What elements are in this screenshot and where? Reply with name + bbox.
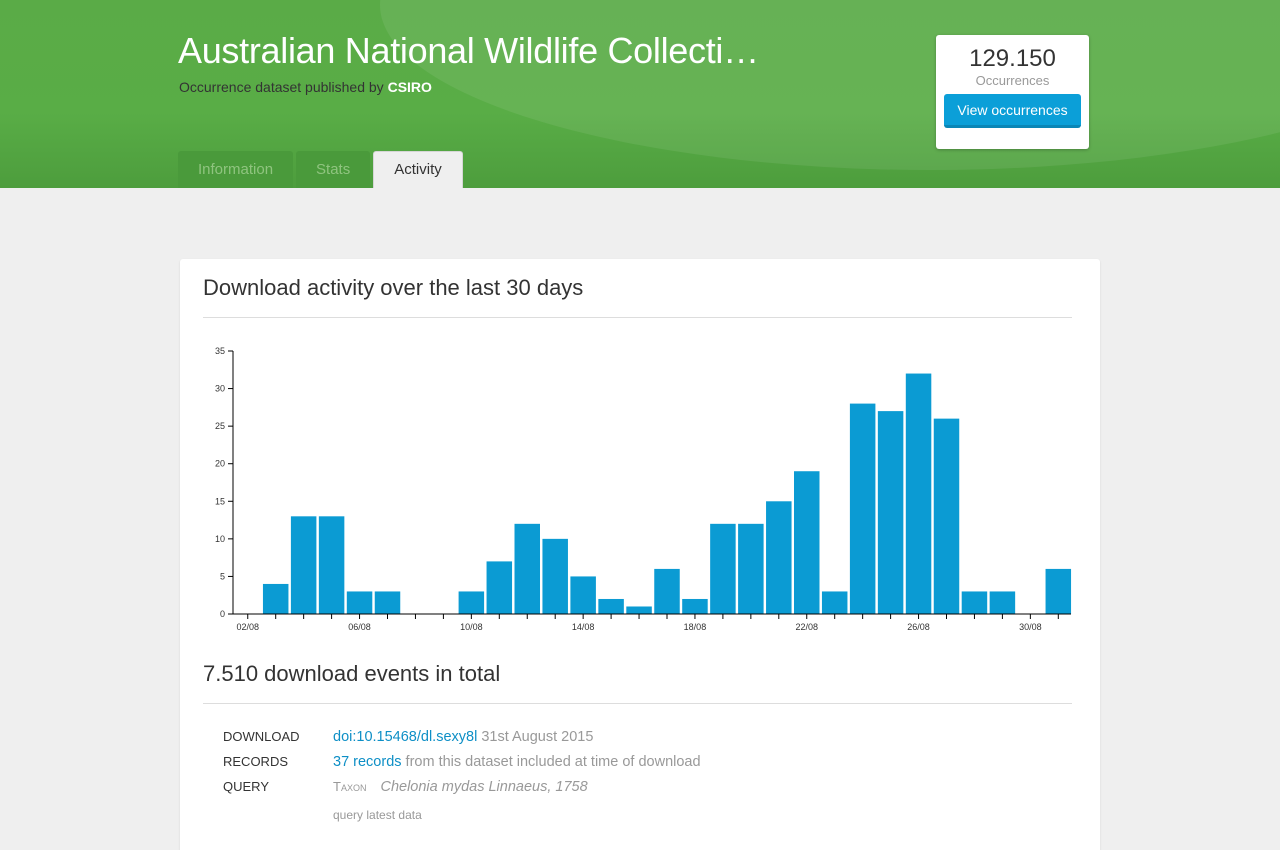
dataset-subtitle: Occurrence dataset published by CSIRO	[179, 79, 432, 95]
y-tick-label: 5	[220, 571, 225, 581]
doi-link[interactable]: doi:10.15468/dl.sexy8l	[333, 729, 478, 745]
x-tick-label: 30/08	[1019, 622, 1042, 632]
bar	[374, 591, 401, 614]
x-tick-label: 26/08	[907, 622, 930, 632]
publisher-link[interactable]: CSIRO	[387, 79, 432, 95]
dataset-tabs: Information Stats Activity	[178, 151, 466, 188]
query-value: Taxon Chelonia mydas Linnaeus, 1758	[333, 779, 588, 795]
bar	[346, 591, 373, 614]
subtitle-prefix: Occurrence dataset published by	[179, 79, 384, 95]
bar	[262, 583, 289, 614]
bar	[654, 568, 680, 614]
bar	[682, 598, 708, 614]
bar	[794, 471, 820, 614]
y-tick-label: 35	[215, 346, 225, 356]
x-tick-label: 06/08	[348, 622, 371, 632]
bar	[821, 591, 848, 614]
records-link[interactable]: 37 records	[333, 754, 402, 770]
occurrence-count: 129.150	[969, 45, 1056, 72]
y-tick-label: 25	[215, 421, 225, 431]
y-tick-label: 10	[215, 534, 225, 544]
records-label: Records	[223, 754, 289, 769]
divider	[203, 317, 1072, 318]
bar	[849, 403, 876, 614]
bar	[598, 598, 624, 614]
header-decoration	[380, 0, 1280, 170]
bar	[710, 523, 736, 614]
bar	[514, 523, 540, 614]
x-tick-label: 22/08	[795, 622, 818, 632]
taxon-value: Chelonia mydas Linnaeus, 1758	[380, 779, 588, 795]
download-value: doi:10.15468/dl.sexy8l 31st August 2015	[333, 729, 593, 745]
y-tick-label: 15	[215, 496, 225, 506]
bar	[626, 606, 652, 614]
x-tick-label: 14/08	[572, 622, 595, 632]
records-value: 37 records from this dataset included at…	[333, 754, 701, 770]
bar	[1045, 568, 1072, 614]
tab-information[interactable]: Information	[178, 151, 294, 188]
bar	[877, 411, 904, 614]
download-activity-chart: 0 5 10 15 20 25 30 35 02/08 06/08 10/08 14/08 18/08 2…	[215, 346, 1072, 632]
bar	[486, 561, 513, 614]
records-text: from this dataset included at time of do…	[405, 754, 701, 770]
tab-stats[interactable]: Stats	[296, 151, 371, 188]
bar	[905, 373, 932, 614]
total-downloads-heading: 7.510 download events in total	[203, 661, 501, 686]
bar	[738, 523, 764, 614]
download-date: 31st August 2015	[481, 729, 594, 745]
divider	[203, 703, 1072, 704]
download-label: Download	[223, 729, 300, 744]
x-tick-label: 10/08	[460, 622, 483, 632]
query-link[interactable]: query	[333, 808, 364, 822]
x-tick-label: 18/08	[684, 622, 707, 632]
occurrences-box: 129.150 Occurrences View occurrences	[936, 35, 1089, 149]
occurrence-label: Occurrences	[975, 73, 1050, 88]
activity-card: Download activity over the last 30 days …	[180, 259, 1100, 850]
bar	[961, 591, 988, 614]
query-link-value: query latest data	[333, 808, 422, 822]
tab-activity[interactable]: Activity	[373, 151, 463, 188]
y-tick-label: 20	[215, 459, 225, 469]
query-label: Query	[223, 779, 269, 794]
bar	[989, 591, 1016, 614]
view-occurrences-button[interactable]: View occurrences	[944, 94, 1081, 128]
y-tick-label: 30	[215, 384, 225, 394]
bar	[318, 516, 345, 614]
x-tick-label: 02/08	[236, 622, 259, 632]
bar	[933, 418, 960, 614]
activity-heading: Download activity over the last 30 days	[203, 275, 584, 300]
y-tick-label: 0	[220, 609, 225, 619]
dataset-header: Australian National Wildlife Collecti… O…	[0, 0, 1280, 188]
dataset-title: Australian National Wildlife Collecti…	[178, 30, 759, 71]
bar	[766, 501, 792, 614]
taxon-label: Taxon	[333, 779, 367, 794]
query-suffix: latest data	[366, 808, 422, 822]
bar	[290, 516, 317, 614]
bar	[542, 538, 568, 614]
bar	[458, 591, 485, 614]
bar	[570, 576, 596, 614]
